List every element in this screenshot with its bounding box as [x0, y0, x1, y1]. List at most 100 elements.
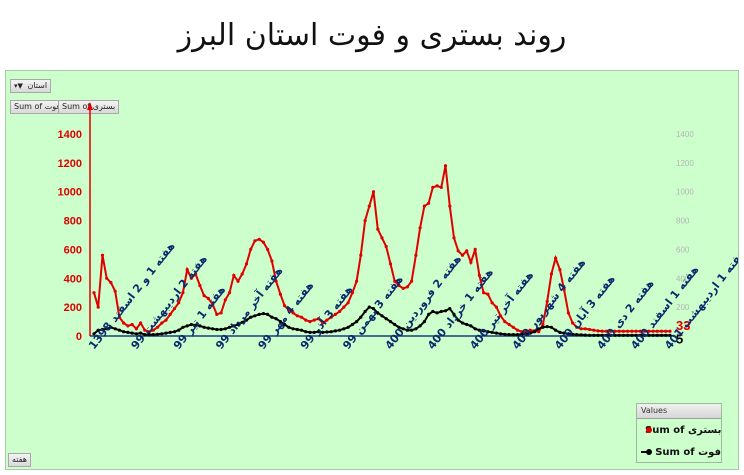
axis-field-button[interactable]: هفته	[8, 453, 31, 467]
data-point-hosp	[172, 307, 177, 311]
data-point-hosp	[219, 311, 223, 315]
data-point-death	[312, 330, 316, 334]
data-point-hosp	[147, 330, 151, 334]
data-point-death	[511, 333, 515, 337]
data-point-hosp	[363, 219, 367, 223]
data-point-hosp	[587, 327, 592, 332]
data-point-death	[388, 320, 393, 324]
data-point-hosp	[194, 272, 198, 276]
data-point-hosp	[668, 329, 672, 333]
data-point-death	[554, 328, 558, 332]
y2-tick-label: 400	[676, 274, 690, 283]
data-point-hosp	[342, 305, 346, 309]
y2-tick-label: 1200	[676, 159, 694, 168]
data-point-hosp	[160, 321, 164, 325]
data-point-death	[499, 332, 503, 336]
x-category-label: هفته 4 شهریور 400	[510, 256, 589, 352]
data-point-hosp	[350, 291, 354, 295]
data-point-hosp	[139, 321, 143, 325]
data-point-hosp	[189, 276, 193, 280]
data-point-hosp	[617, 329, 621, 333]
data-point-death	[626, 333, 630, 337]
data-point-hosp	[295, 314, 299, 318]
data-point-hosp	[486, 292, 490, 296]
data-point-hosp	[626, 329, 630, 333]
data-point-death	[647, 333, 651, 337]
data-point-death	[579, 333, 583, 337]
data-point-death	[668, 333, 672, 337]
data-point-hosp	[490, 301, 494, 305]
data-point-hosp	[177, 301, 181, 305]
data-point-death	[456, 318, 460, 322]
data-point-hosp	[613, 329, 617, 333]
data-point-hosp	[579, 327, 583, 331]
data-point-hosp	[143, 328, 147, 332]
data-point-hosp	[511, 325, 515, 329]
page-title: روند بستری و فوت استان البرز	[177, 18, 567, 53]
data-point-hosp	[452, 236, 456, 240]
data-point-hosp	[494, 305, 498, 309]
data-point-hosp	[604, 329, 609, 333]
data-point-death	[198, 324, 202, 328]
data-point-hosp	[299, 315, 304, 319]
data-point-death	[410, 328, 414, 332]
legend: Values Sum of بستری Sum of فوت	[636, 403, 722, 463]
data-point-hosp	[600, 329, 604, 333]
data-point-hosp	[448, 204, 452, 208]
data-point-hosp	[155, 325, 160, 329]
data-point-hosp	[575, 325, 579, 329]
chart-panel: استان ▼▾ Sum of فوت Sum of بستری 0 200 400…	[5, 70, 739, 470]
data-point-hosp	[596, 329, 600, 333]
data-point-death	[308, 330, 312, 334]
legend-item-hosp: Sum of بستری	[637, 419, 721, 441]
data-point-death	[659, 333, 664, 337]
data-point-hosp	[435, 184, 439, 188]
data-point-hosp	[329, 315, 333, 319]
data-point-death	[494, 331, 498, 335]
data-point-death	[172, 330, 177, 334]
data-point-death	[266, 312, 270, 316]
filter-dropdown-icon: ▼▾	[14, 82, 23, 90]
data-point-hosp	[134, 327, 138, 331]
data-point-death	[473, 327, 477, 331]
data-point-death	[604, 333, 609, 337]
data-point-death	[211, 327, 215, 331]
data-point-hosp	[321, 321, 325, 325]
data-point-hosp	[168, 312, 172, 316]
data-point-death	[130, 331, 134, 335]
line-chart: 0 200 400 600 800 1000 1200 1400 0 200 400 600 800 10…	[58, 102, 738, 352]
data-point-death	[503, 332, 507, 336]
data-point-hosp	[651, 329, 655, 333]
data-point-hosp	[376, 227, 380, 231]
data-point-hosp	[105, 276, 109, 280]
value-field-button-death[interactable]: Sum of فوت	[10, 100, 65, 114]
data-point-death	[537, 327, 541, 331]
data-point-hosp	[92, 291, 96, 295]
data-point-death	[482, 329, 486, 333]
data-point-death	[291, 327, 295, 331]
legend-header: Values	[637, 404, 721, 419]
data-point-death	[100, 327, 105, 332]
data-point-death	[507, 333, 511, 337]
data-point-hosp	[554, 256, 558, 260]
data-point-hosp	[537, 330, 541, 334]
data-point-death	[541, 325, 545, 329]
data-point-death	[621, 333, 626, 337]
data-point-death	[122, 330, 126, 334]
data-point-death	[109, 325, 113, 329]
data-point-death	[562, 331, 566, 335]
data-point-hosp	[113, 289, 117, 293]
data-point-death	[283, 322, 287, 327]
data-point-death	[630, 333, 634, 337]
data-point-death	[524, 332, 528, 336]
data-point-hosp	[312, 318, 316, 322]
data-point-death	[299, 328, 304, 332]
data-point-hosp	[393, 279, 397, 283]
data-point-death	[253, 314, 257, 318]
data-point-death	[583, 333, 587, 337]
data-point-hosp	[643, 329, 647, 333]
y-tick-label: 1000	[58, 187, 82, 199]
filter-field-button[interactable]: استان ▼▾	[10, 79, 52, 93]
data-point-death	[105, 327, 109, 331]
data-point-hosp	[130, 322, 134, 327]
